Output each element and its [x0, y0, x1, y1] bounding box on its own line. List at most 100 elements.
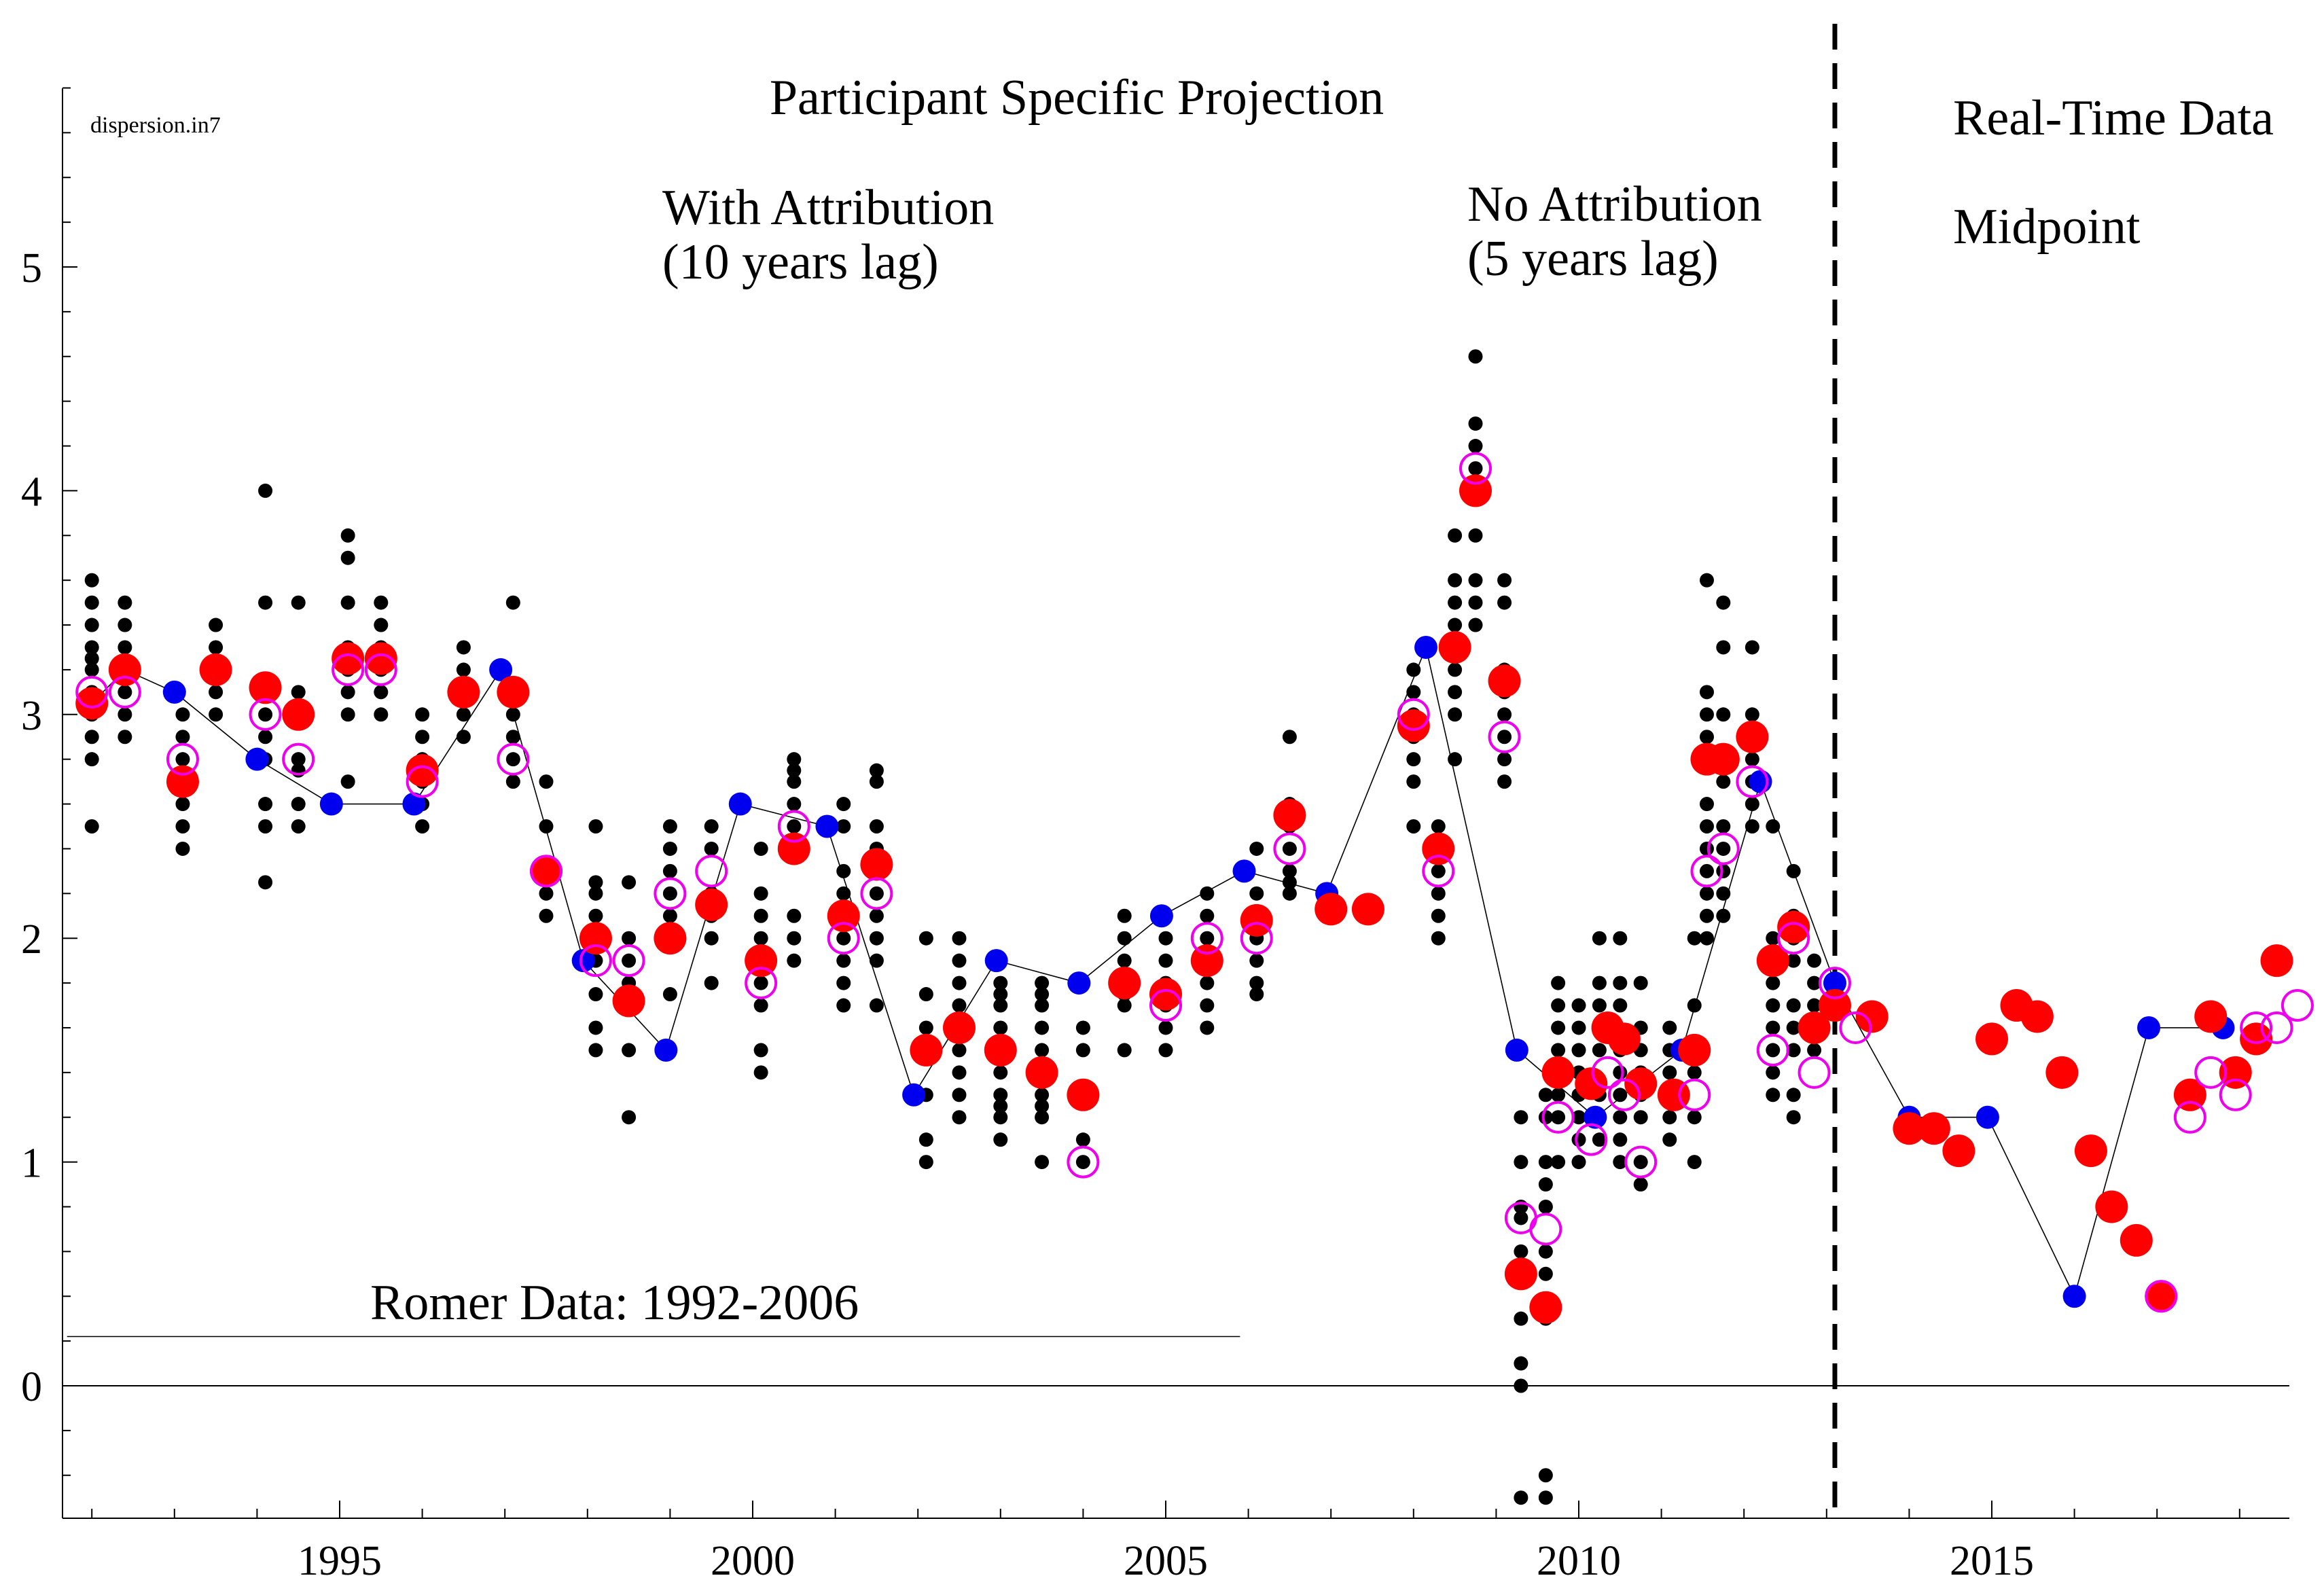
participant-dot: [291, 685, 306, 700]
participant-dot: [869, 774, 884, 789]
red-point: [1067, 1078, 1100, 1111]
participant-dot: [1158, 953, 1173, 968]
red-point: [777, 832, 810, 865]
open-circle-point: [1798, 1056, 1831, 1089]
open-circle-point: [1736, 765, 1769, 798]
participant-dot: [1699, 685, 1714, 700]
participant-dot: [1571, 1155, 1586, 1170]
participant-dot: [836, 953, 851, 968]
participant-dot: [869, 886, 884, 901]
participant-dot: [993, 1088, 1008, 1103]
participant-dot: [1514, 1378, 1529, 1393]
participant-dot: [1468, 461, 1483, 476]
participant-dot: [1468, 439, 1483, 454]
participant-dot: [374, 707, 389, 722]
participant-dot: [415, 707, 430, 722]
participant-dot: [662, 886, 677, 901]
participant-dot: [1716, 819, 1731, 834]
participant-dot: [1431, 886, 1446, 901]
red-point: [1777, 910, 1810, 944]
participant-dot: [787, 819, 802, 834]
participant-dot: [704, 975, 719, 990]
open-circle-point: [75, 675, 109, 709]
participant-dot: [1075, 1020, 1090, 1035]
y-tick-label: 4: [21, 469, 42, 515]
red-point: [1190, 944, 1223, 978]
participant-dot: [588, 987, 603, 1002]
participant-dot: [1766, 1043, 1781, 1058]
participant-dot: [1613, 1088, 1628, 1103]
red-point: [2145, 1280, 2178, 1313]
participant-dot: [1406, 819, 1421, 834]
participant-dot: [1745, 640, 1759, 655]
blue-point: [571, 949, 595, 973]
participant-dot: [1249, 886, 1264, 901]
participant-dot: [291, 819, 306, 834]
x-tick-label: 2015: [1950, 1538, 2034, 1584]
open-circle-point: [2194, 1056, 2228, 1089]
x-tick-label: 1995: [298, 1538, 382, 1584]
open-circle-point: [695, 855, 728, 888]
participant-dot: [662, 841, 677, 856]
participant-dot: [1497, 573, 1512, 588]
participant-dot: [456, 662, 471, 677]
blue-series-line: [91, 645, 2223, 1298]
participant-dot: [1571, 1043, 1586, 1058]
participant-dot: [505, 752, 520, 767]
red-point: [1438, 630, 1471, 664]
participant-dot: [1468, 595, 1483, 610]
blue-point: [402, 792, 426, 816]
blue-point: [489, 658, 513, 681]
participant-dot: [1538, 1244, 1553, 1259]
participant-dot: [1613, 1155, 1628, 1170]
participant-dot: [1699, 908, 1714, 923]
red-point: [166, 765, 199, 798]
y-tick-label: 2: [21, 916, 42, 963]
participant-dot: [1035, 975, 1050, 990]
participant-dot: [1766, 998, 1781, 1013]
file-label: dispersion.in7: [90, 113, 221, 138]
participant-dot: [1633, 975, 1648, 990]
open-circle-point: [827, 922, 860, 955]
blue-point: [728, 792, 752, 816]
red-point: [1678, 1033, 1711, 1067]
x-tick-label: 2010: [1537, 1538, 1621, 1584]
participant-dot: [1807, 998, 1822, 1013]
participant-dot: [1766, 1065, 1781, 1080]
participant-dot: [1448, 617, 1463, 632]
participant-dot: [1807, 1043, 1822, 1058]
open-circle-point: [249, 698, 282, 731]
red-point: [1756, 944, 1789, 978]
participant-dot: [340, 595, 355, 610]
open-circle-point: [654, 877, 687, 910]
red-point: [332, 642, 365, 675]
participant-dot: [374, 685, 389, 700]
participant-dot: [118, 617, 132, 632]
participant-dot: [258, 707, 273, 722]
participant-dot: [1406, 662, 1421, 677]
participant-dot: [622, 875, 637, 890]
participant-dot: [588, 908, 603, 923]
participant-dot: [374, 617, 389, 632]
participant-dot: [787, 752, 802, 767]
participant-dot: [869, 953, 884, 968]
participant-dot: [1699, 707, 1714, 722]
participant-dot: [505, 730, 520, 745]
participant-dot: [836, 931, 851, 946]
participant-dot: [1699, 819, 1714, 834]
participant-dot: [1431, 931, 1446, 946]
participant-dot: [1035, 1098, 1050, 1113]
blue-point: [902, 1083, 926, 1107]
red-point: [1855, 1000, 1889, 1033]
participant-dot: [1514, 1490, 1529, 1505]
open-circle-point: [579, 944, 612, 978]
x-tick-label: 2000: [711, 1538, 795, 1584]
open-circle-point: [2145, 1280, 2178, 1313]
red-point: [1529, 1291, 1562, 1324]
blue-point: [2137, 1016, 2161, 1039]
participant-dot: [869, 931, 884, 946]
participant-dot: [209, 707, 224, 722]
blue-point: [2062, 1285, 2086, 1308]
participant-dot: [787, 953, 802, 968]
